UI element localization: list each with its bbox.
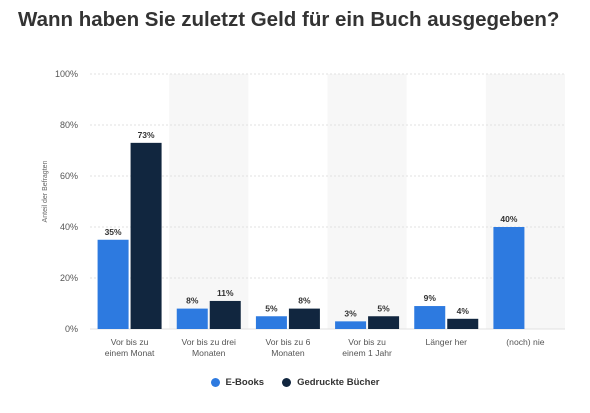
x-tick-label: Vor bis zu 6 [265, 337, 310, 347]
x-tick-label: Vor bis zu [111, 337, 149, 347]
y-tick-label: 100% [55, 69, 78, 79]
data-label: 4% [457, 306, 470, 316]
legend-label-printed: Gedruckte Bücher [297, 377, 380, 388]
data-label: 11% [217, 288, 234, 298]
x-tick-label: Vor bis zu [348, 337, 386, 347]
data-label: 73% [138, 130, 155, 140]
y-axis-label: Anteil der Befragten [42, 160, 49, 222]
x-tick-label: einem 1 Jahr [342, 348, 392, 358]
x-tick-label: Monaten [271, 348, 305, 358]
chart-title: Wann haben Sie zuletzt Geld für ein Buch… [18, 8, 560, 31]
bar [368, 316, 400, 329]
x-tick-label: Vor bis zu drei [182, 337, 237, 347]
data-label: 8% [298, 296, 311, 306]
data-label: 40% [500, 214, 517, 224]
y-tick-label: 0% [65, 324, 78, 334]
legend-label-ebooks: E-Books [225, 377, 265, 388]
bar [447, 318, 479, 329]
legend: E-Books Gedruckte Bücher [0, 377, 590, 388]
y-tick-label: 20% [60, 273, 78, 283]
bar [414, 306, 446, 329]
x-tick-label: einem Monat [105, 348, 155, 358]
bar [130, 142, 162, 329]
bar [493, 227, 525, 329]
legend-swatch-printed [282, 378, 292, 387]
bar [97, 239, 129, 329]
data-label: 3% [344, 308, 357, 318]
bar [176, 308, 208, 329]
data-label: 9% [424, 293, 437, 303]
bar [255, 316, 287, 329]
x-tick-label: Länger her [425, 337, 467, 347]
data-label: 5% [265, 303, 278, 313]
bar [335, 321, 367, 329]
y-tick-label: 40% [60, 222, 78, 232]
x-tick-label: (noch) nie [506, 337, 544, 347]
y-tick-label: 80% [60, 120, 78, 130]
category-band [169, 74, 249, 329]
bar [288, 308, 320, 329]
category-band [327, 74, 407, 329]
legend-item-printed[interactable]: Gedruckte Bücher [282, 377, 379, 388]
bar [209, 300, 241, 329]
x-tick-label: Monaten [192, 348, 226, 358]
y-tick-label: 60% [60, 171, 78, 181]
data-label: 8% [186, 296, 199, 306]
legend-swatch-ebooks [210, 378, 220, 387]
data-label: 5% [377, 303, 390, 313]
data-label: 35% [105, 227, 122, 237]
legend-item-ebooks[interactable]: E-Books [210, 377, 265, 388]
